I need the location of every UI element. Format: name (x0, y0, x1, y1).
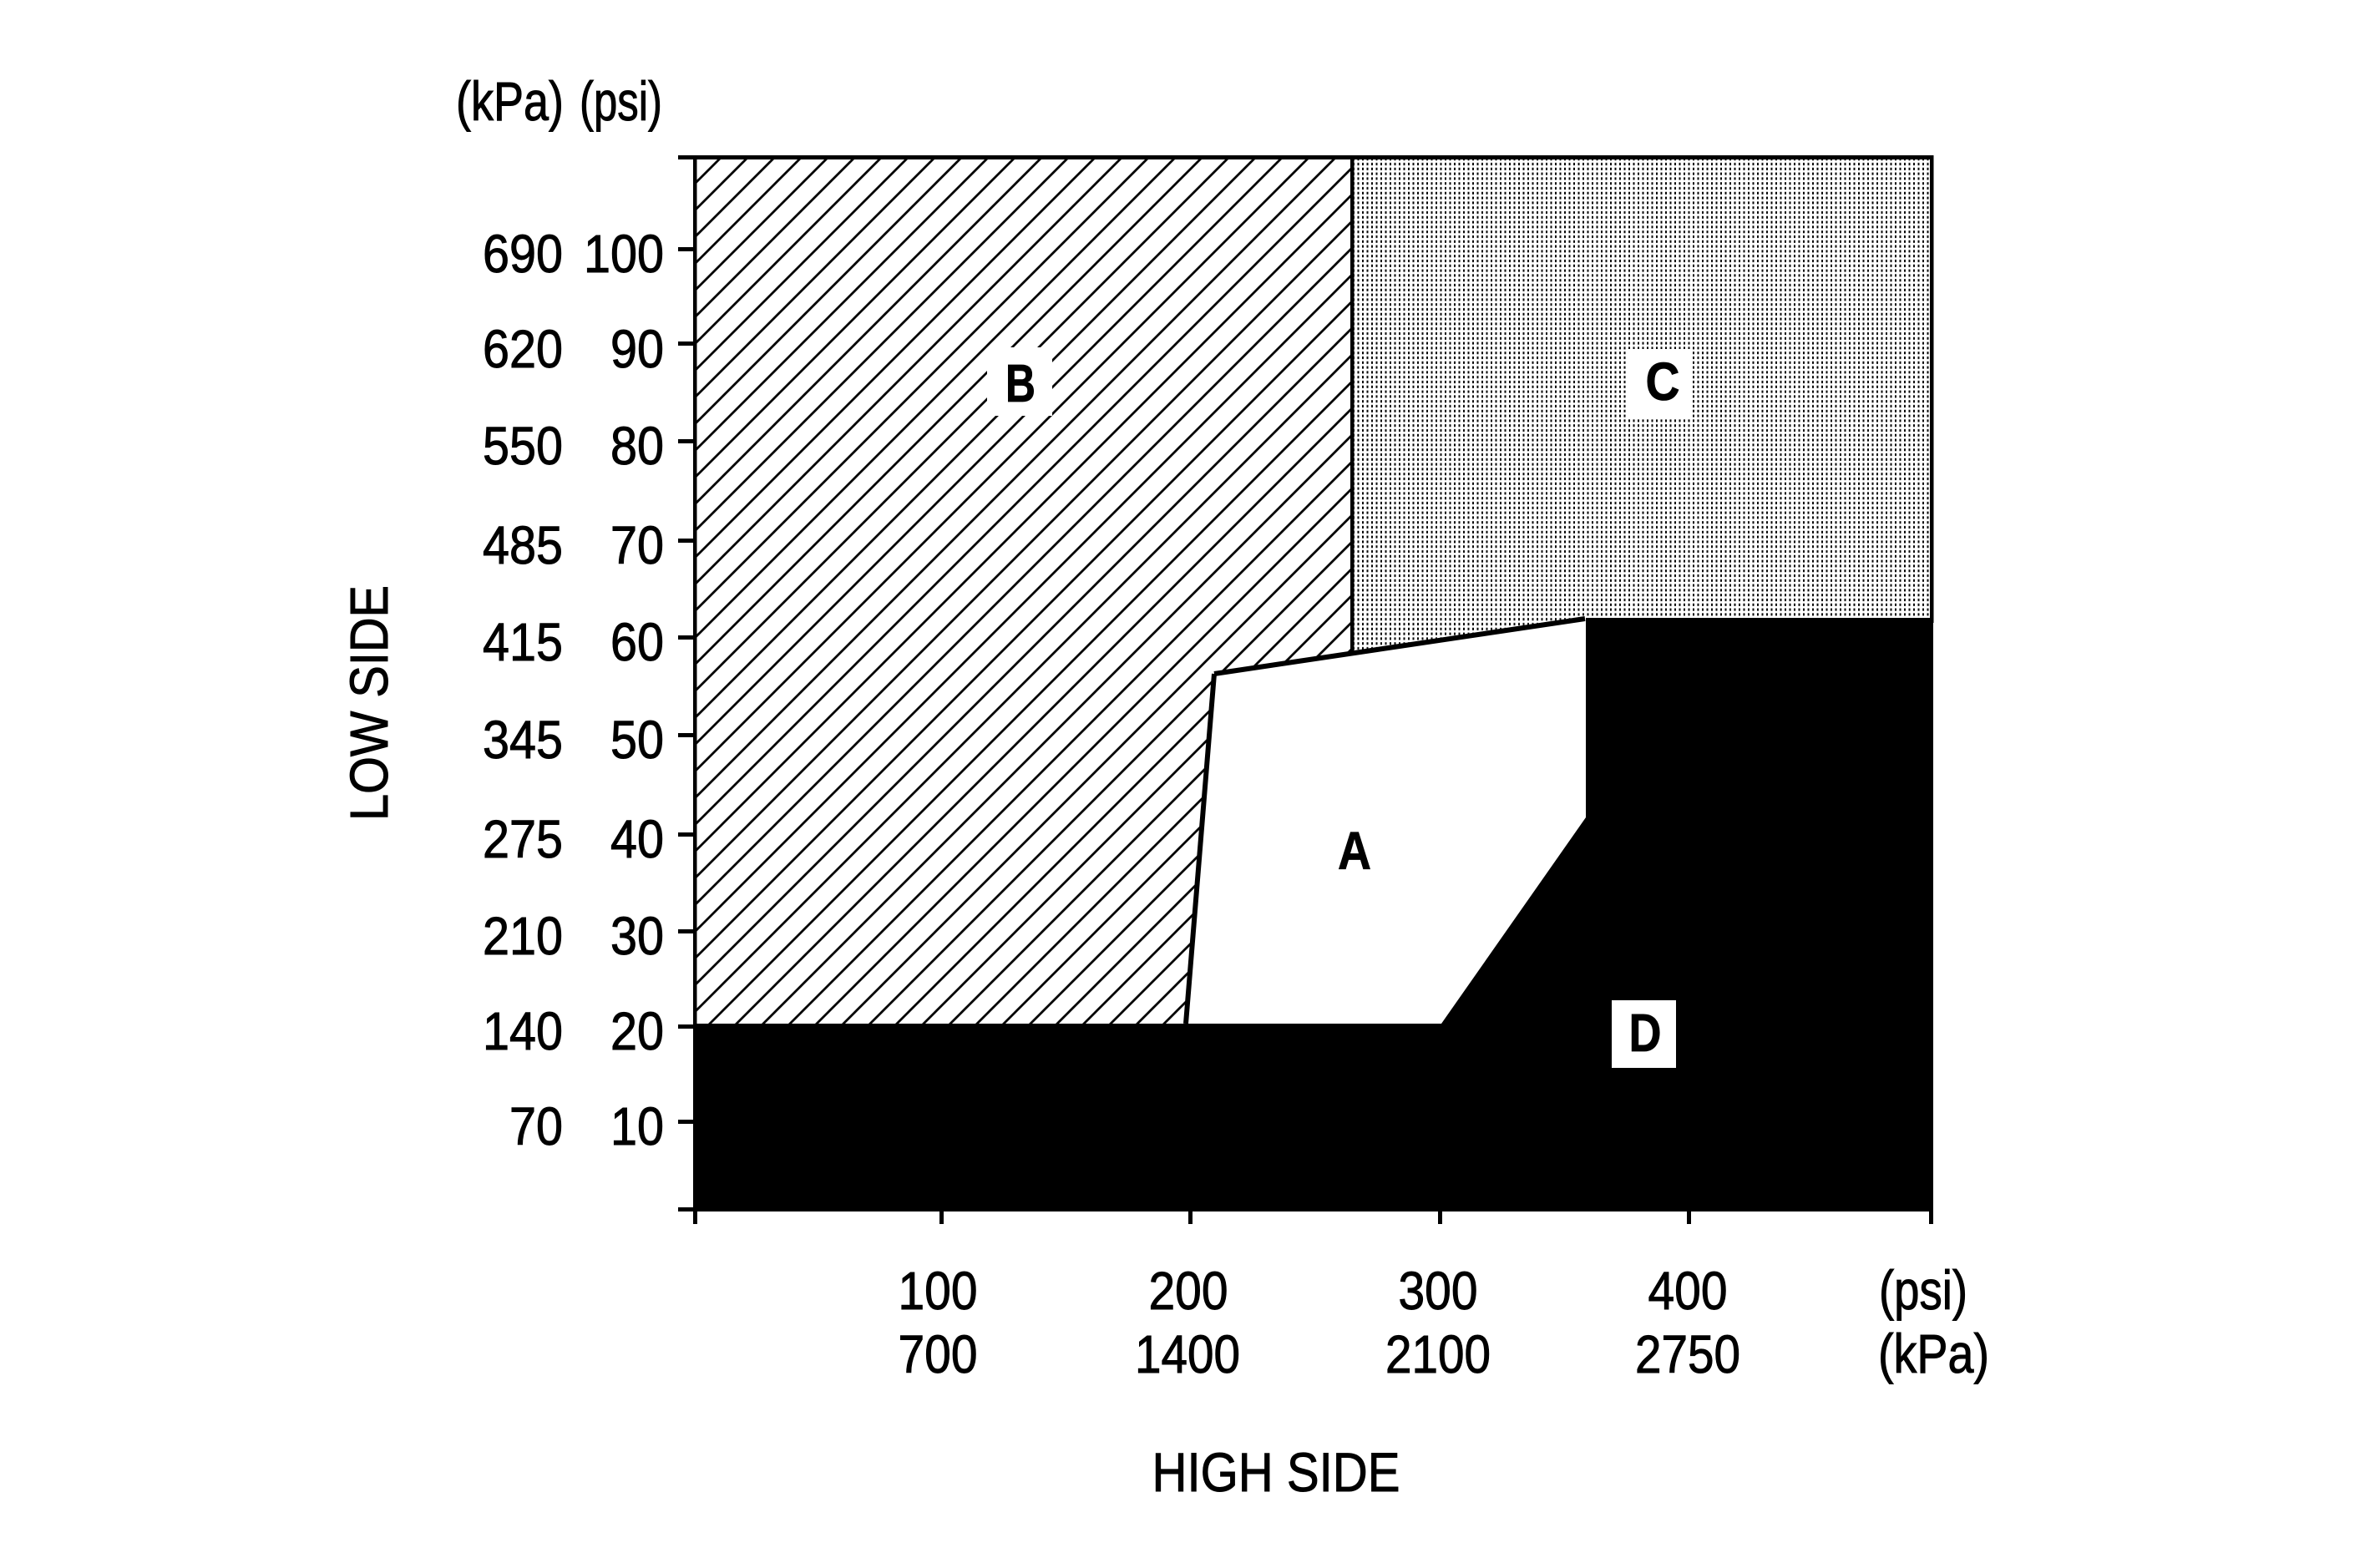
svg-text:(psi): (psi) (1879, 1259, 1967, 1321)
svg-text:70: 70 (610, 515, 664, 575)
svg-text:20: 20 (610, 1001, 664, 1061)
svg-text:700: 700 (899, 1324, 978, 1384)
svg-text:100: 100 (899, 1261, 978, 1321)
svg-text:345: 345 (483, 710, 563, 770)
svg-text:(kPa): (kPa) (1878, 1323, 1989, 1384)
svg-text:50: 50 (610, 710, 664, 770)
svg-text:100: 100 (584, 224, 664, 284)
svg-text:400: 400 (1648, 1261, 1728, 1321)
svg-text:LOW SIDE: LOW SIDE (339, 585, 399, 821)
svg-text:90: 90 (610, 319, 664, 379)
svg-text:1400: 1400 (1135, 1324, 1240, 1384)
svg-text:210: 210 (483, 906, 563, 966)
svg-text:D: D (1629, 1003, 1662, 1063)
svg-text:550: 550 (483, 416, 563, 476)
svg-text:10: 10 (610, 1096, 664, 1156)
svg-text:80: 80 (610, 416, 664, 476)
svg-text:60: 60 (610, 612, 664, 672)
svg-text:C: C (1646, 352, 1680, 412)
svg-text:30: 30 (610, 906, 664, 966)
svg-text:A: A (1338, 821, 1371, 881)
svg-text:485: 485 (483, 515, 563, 575)
svg-text:(psi): (psi) (580, 70, 662, 132)
svg-text:2100: 2100 (1385, 1324, 1491, 1384)
svg-text:(kPa): (kPa) (456, 70, 564, 132)
svg-text:B: B (1005, 353, 1036, 413)
svg-text:415: 415 (483, 612, 563, 672)
svg-text:140: 140 (483, 1001, 563, 1061)
svg-text:300: 300 (1399, 1261, 1478, 1321)
svg-text:690: 690 (483, 224, 563, 284)
svg-text:40: 40 (610, 809, 664, 869)
svg-text:HIGH SIDE: HIGH SIDE (1152, 1441, 1400, 1503)
svg-text:275: 275 (483, 809, 563, 869)
svg-text:70: 70 (509, 1096, 563, 1156)
svg-text:2750: 2750 (1635, 1324, 1740, 1384)
svg-text:620: 620 (483, 319, 563, 379)
svg-text:200: 200 (1149, 1261, 1228, 1321)
